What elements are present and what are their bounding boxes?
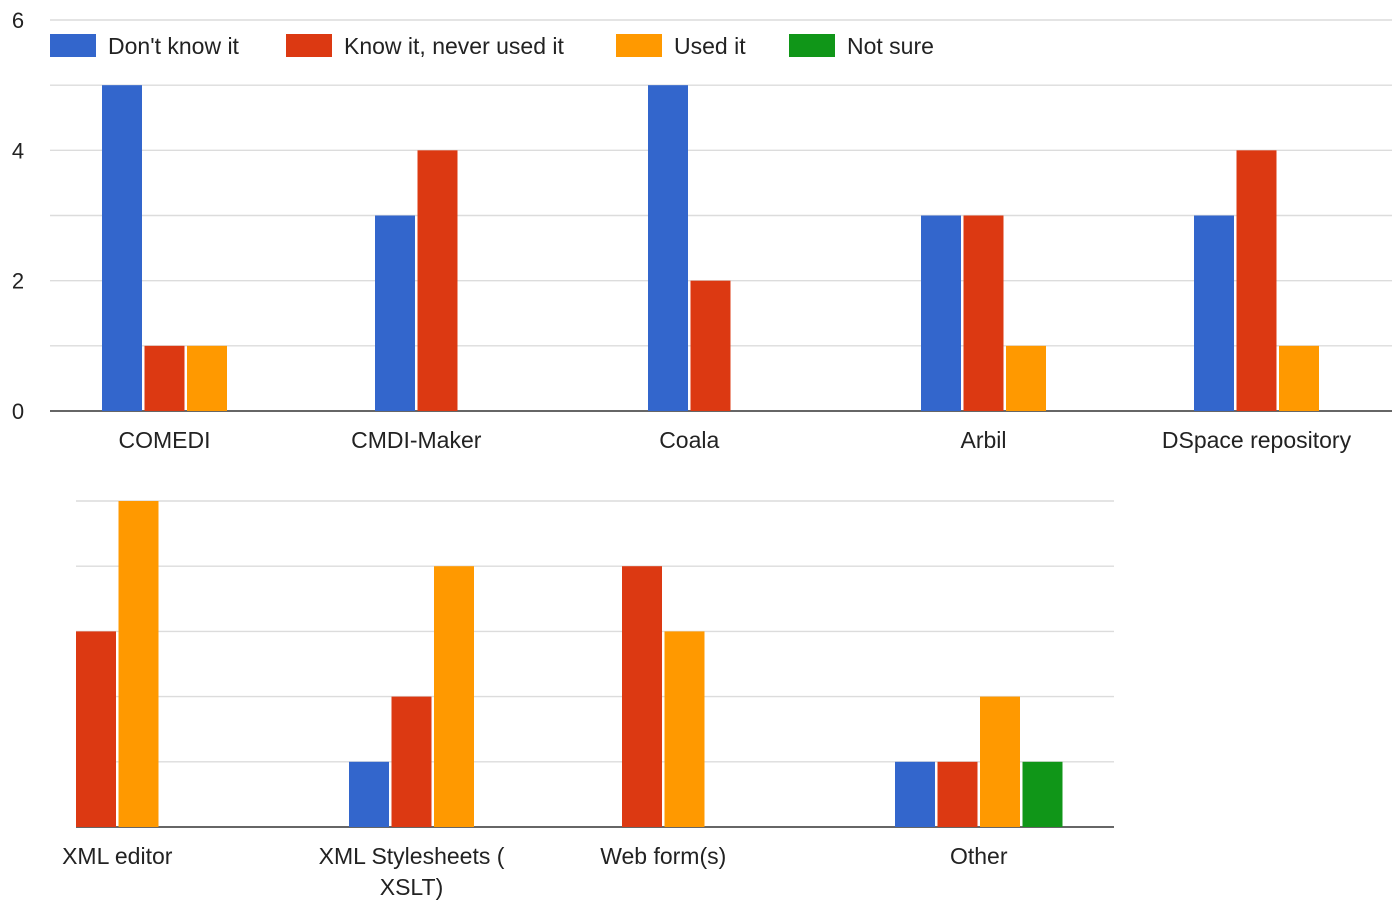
category-label-dspace-repository: DSpace repository xyxy=(1162,427,1352,453)
bar-web-form-s-used-it xyxy=(664,631,705,827)
bottom-chart: XML editor XML Stylesheets ( XSLT) Web form… xyxy=(62,500,1114,900)
category-label-xml-stylesheets-xslt: XML Stylesheets ( XSLT) xyxy=(319,843,505,900)
bar-web-form-s-know-it-never-used-it xyxy=(622,566,662,827)
legend-label-not-sure: Not sure xyxy=(847,33,934,59)
bar-comedi-used-it xyxy=(187,345,227,411)
category-label-line: XSLT) xyxy=(380,874,443,900)
category-label-other: Other xyxy=(950,843,1008,869)
category-label-line: Arbil xyxy=(960,427,1006,453)
bar-arbil-know-it-never-used-it xyxy=(963,215,1004,411)
legend-label-don-t-know-it: Don't know it xyxy=(108,33,240,59)
bar-dspace-repository-used-it xyxy=(1279,345,1319,411)
bar-xml-editor-know-it-never-used-it xyxy=(76,631,116,827)
bar-xml-stylesheets-xslt-know-it-never-used-it xyxy=(391,696,432,827)
bar-arbil-used-it xyxy=(1006,345,1046,411)
y-tick-label: 4 xyxy=(12,138,24,163)
legend: Don't know it Know it, never used it Used … xyxy=(50,33,934,59)
bar-dspace-repository-know-it-never-used-it xyxy=(1236,150,1277,412)
bar-other-don-t-know-it xyxy=(895,761,935,827)
legend-swatch-used-it xyxy=(616,34,662,57)
bar-arbil-don-t-know-it xyxy=(921,215,961,411)
y-tick-label: 6 xyxy=(12,8,24,33)
bar-cmdi-maker-know-it-never-used-it xyxy=(417,150,458,412)
bar-cmdi-maker-don-t-know-it xyxy=(375,215,415,411)
bar-coala-don-t-know-it xyxy=(648,85,688,412)
category-label-xml-editor: XML editor xyxy=(62,843,173,869)
bar-comedi-know-it-never-used-it xyxy=(144,345,185,411)
legend-swatch-not-sure xyxy=(789,34,835,57)
bar-xml-stylesheets-xslt-don-t-know-it xyxy=(349,761,389,827)
y-tick-label: 0 xyxy=(12,399,24,424)
top-chart: 0 2 4 6 COMEDI CMDI-Maker Coala Arbil DSpace rep… xyxy=(12,8,1392,453)
category-label-line: COMEDI xyxy=(119,427,211,453)
category-label-line: Other xyxy=(950,843,1008,869)
bar-comedi-don-t-know-it xyxy=(102,85,142,412)
category-label-line: CMDI-Maker xyxy=(351,427,482,453)
category-label-line: Coala xyxy=(659,427,719,453)
bar-xml-editor-used-it xyxy=(118,501,159,827)
category-label-coala: Coala xyxy=(659,427,719,453)
legend-swatch-know-it-never-used-it xyxy=(286,34,332,57)
legend-label-know-it-never-used-it: Know it, never used it xyxy=(344,33,565,59)
bar-xml-stylesheets-xslt-used-it xyxy=(434,566,474,827)
bar-other-know-it-never-used-it xyxy=(937,761,978,827)
category-label-line: DSpace repository xyxy=(1162,427,1352,453)
category-label-line: XML editor xyxy=(62,843,173,869)
bar-dspace-repository-don-t-know-it xyxy=(1194,215,1234,411)
category-label-line: Web form(s) xyxy=(600,843,726,869)
bar-other-used-it xyxy=(980,696,1020,827)
y-tick-label: 2 xyxy=(12,269,24,294)
bar-coala-know-it-never-used-it xyxy=(690,280,731,411)
category-label-line: XML Stylesheets ( xyxy=(319,843,505,869)
category-label-arbil: Arbil xyxy=(960,427,1006,453)
bar-other-not-sure xyxy=(1022,761,1063,827)
legend-label-used-it: Used it xyxy=(674,33,746,59)
category-label-web-form-s: Web form(s) xyxy=(600,843,726,869)
category-label-cmdi-maker: CMDI-Maker xyxy=(351,427,482,453)
category-label-comedi: COMEDI xyxy=(119,427,211,453)
legend-swatch-don-t-know-it xyxy=(50,34,96,57)
